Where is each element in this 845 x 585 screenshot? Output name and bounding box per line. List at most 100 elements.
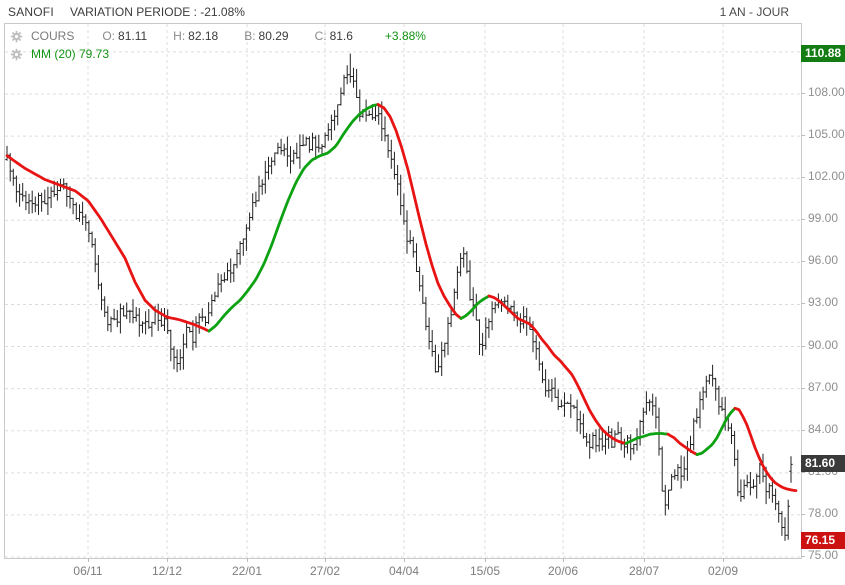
price-axis-tick	[801, 303, 805, 305]
ohlc-bar	[521, 306, 526, 329]
ma-line-segment-up	[207, 103, 380, 333]
ohlc-bar	[767, 483, 771, 499]
chart-plot-area[interactable]	[4, 23, 802, 559]
price-axis-label: 105.00	[808, 127, 845, 142]
ohlc-bar	[647, 399, 652, 412]
ohlc-bar	[443, 342, 447, 358]
ohlc-bar	[433, 344, 438, 373]
ohlc-bar	[112, 308, 116, 321]
daily-change-value: +3.88%	[384, 29, 426, 43]
ohlc-bar	[307, 136, 312, 153]
date-axis-tick	[325, 558, 326, 562]
date-axis[interactable]: 06/11 12/12 22/01 27/02 04/04 15/05 20/06 28/07…	[0, 558, 845, 584]
ma-line-segment-up	[695, 406, 737, 457]
ohlc-bar	[30, 190, 34, 214]
price-axis-label: 84.00	[808, 421, 839, 436]
period-variation-label: VARIATION PERIODE : -21.08%	[70, 5, 245, 19]
price-axis[interactable]: 75.0078.0081.0084.0087.0090.0093.0096.00…	[801, 23, 845, 562]
ohlc-bar	[276, 142, 280, 155]
ohlc-bar	[704, 375, 708, 398]
ohlc-bar	[200, 308, 204, 322]
price-axis-label: 87.00	[808, 379, 839, 394]
ohlc-bar	[279, 138, 283, 155]
ohlc-bar	[317, 134, 321, 153]
ohlc-bar	[24, 190, 28, 211]
period-high-badge: 110.88	[801, 44, 845, 62]
ohlc-bar	[162, 308, 167, 332]
ohlc-bar	[632, 443, 636, 455]
ohlc-bar	[336, 104, 340, 126]
ohlc-bar	[257, 175, 261, 202]
ohlc-bar	[783, 517, 787, 541]
ohlc-bar	[266, 156, 271, 180]
date-axis-label: 22/01	[231, 564, 263, 578]
ohlc-bar	[74, 202, 78, 220]
ohlc-bar	[181, 333, 186, 370]
ohlc-bar	[594, 429, 598, 453]
ohlc-bar	[310, 132, 315, 151]
ohlc-bar	[232, 263, 236, 282]
price-axis-label: 99.00	[808, 211, 839, 226]
ohlc-bar	[90, 231, 94, 248]
legend-ma-row: MM (20) 79.73	[10, 45, 109, 63]
ohlc-bar	[490, 301, 494, 331]
ohlc-bar	[745, 474, 749, 488]
price-axis-label: 78.00	[808, 505, 839, 520]
ohlc-bar	[408, 230, 412, 245]
ohlc-bar	[84, 214, 88, 231]
price-axis-tick	[801, 177, 805, 179]
price-axis-tick	[801, 387, 805, 389]
ohlc-bar	[751, 479, 756, 489]
price-axis-label: 102.00	[808, 169, 845, 184]
close-value: C: 81.6	[314, 29, 353, 43]
ohlc-bar	[591, 432, 595, 450]
ohlc-bar	[717, 385, 721, 415]
ohlc-bar	[619, 427, 623, 451]
price-axis-tick	[801, 513, 805, 515]
ohlc-bar	[137, 308, 141, 337]
ohlc-bar	[197, 313, 201, 334]
timeframe-label[interactable]: 1 AN - JOUR	[719, 5, 789, 19]
ohlc-bar	[462, 247, 466, 268]
ohlc-bar	[251, 193, 255, 221]
date-axis-tick	[247, 558, 248, 562]
ohlc-bar	[216, 273, 220, 298]
price-axis-label: 75.00	[808, 548, 839, 562]
ma-label: MM (20) 79.73	[31, 47, 110, 61]
chart-canvas[interactable]	[5, 24, 801, 558]
ohlc-bar	[244, 224, 249, 251]
ohlc-bar	[603, 433, 608, 455]
ohlc-bar	[468, 260, 472, 301]
gear-icon[interactable]	[10, 30, 23, 43]
price-axis-tick	[801, 556, 805, 557]
ohlc-bar	[103, 296, 107, 318]
ohlc-bar	[351, 67, 356, 88]
ohlc-bars[interactable]	[5, 53, 793, 541]
ohlc-bar	[651, 393, 655, 416]
ohlc-bar	[414, 243, 419, 272]
gear-icon[interactable]	[10, 48, 23, 61]
ohlc-bar	[87, 220, 91, 243]
open-value: O: 81.11	[102, 29, 148, 43]
ohlc-bar	[417, 266, 422, 292]
ohlc-bar	[383, 116, 387, 142]
symbol-label: SANOFI	[8, 5, 54, 19]
ohlc-bar	[597, 428, 601, 452]
ohlc-bar	[169, 329, 173, 362]
ohlc-bar	[625, 435, 630, 454]
ohlc-bar	[93, 238, 97, 273]
ohlc-bar	[654, 396, 658, 429]
ohlc-bar	[679, 455, 683, 489]
date-axis-tick	[563, 558, 564, 562]
ohlc-bar	[118, 303, 123, 334]
ohlc-bar	[263, 160, 267, 194]
ohlc-bar	[421, 275, 425, 304]
ohlc-bar	[480, 332, 485, 356]
ohlc-bar	[121, 305, 126, 317]
ohlc-bar	[194, 316, 198, 348]
low-value: B: 80.29	[244, 29, 289, 43]
ohlc-bar	[219, 274, 223, 293]
price-axis-tick	[801, 135, 805, 137]
ohlc-bar	[755, 473, 759, 499]
ohlc-bar	[572, 404, 576, 409]
